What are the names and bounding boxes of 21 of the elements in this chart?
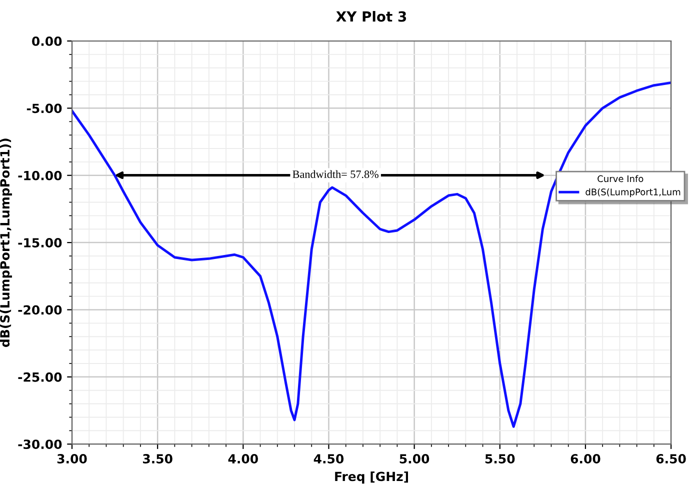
x-tick-label: 3.00 (57, 454, 87, 464)
y-tick-label: -20.00 (18, 305, 62, 315)
chart-title: XY Plot 3 (336, 11, 406, 22)
x-axis-title: Freq [GHz] (335, 471, 408, 484)
x-tick-label: 4.00 (228, 454, 258, 464)
y-tick-label: -25.00 (18, 372, 62, 382)
y-tick-label: 0.00 (32, 36, 62, 46)
y-tick-label: -15.00 (18, 238, 62, 248)
x-tick-label: 6.50 (656, 454, 686, 464)
y-tick-label: -5.00 (26, 104, 62, 114)
annotation: Bandwidth= 57.8% (292, 170, 378, 178)
y-tick-label: -10.00 (18, 170, 62, 180)
legend-label: dB(S(LumpPort1,Lum (586, 188, 680, 198)
legend-title: Curve Info (598, 175, 644, 182)
x-tick-label: 5.50 (485, 454, 515, 464)
y-axis-title: dB(S(LumpPort1,LumpPort1)) (0, 138, 12, 347)
x-tick-label: 3.50 (142, 454, 172, 464)
x-tick-label: 6.00 (570, 454, 600, 464)
y-tick-label: -30.00 (18, 440, 62, 450)
x-tick-label: 4.50 (314, 454, 344, 464)
x-tick-label: 5.00 (400, 454, 430, 464)
